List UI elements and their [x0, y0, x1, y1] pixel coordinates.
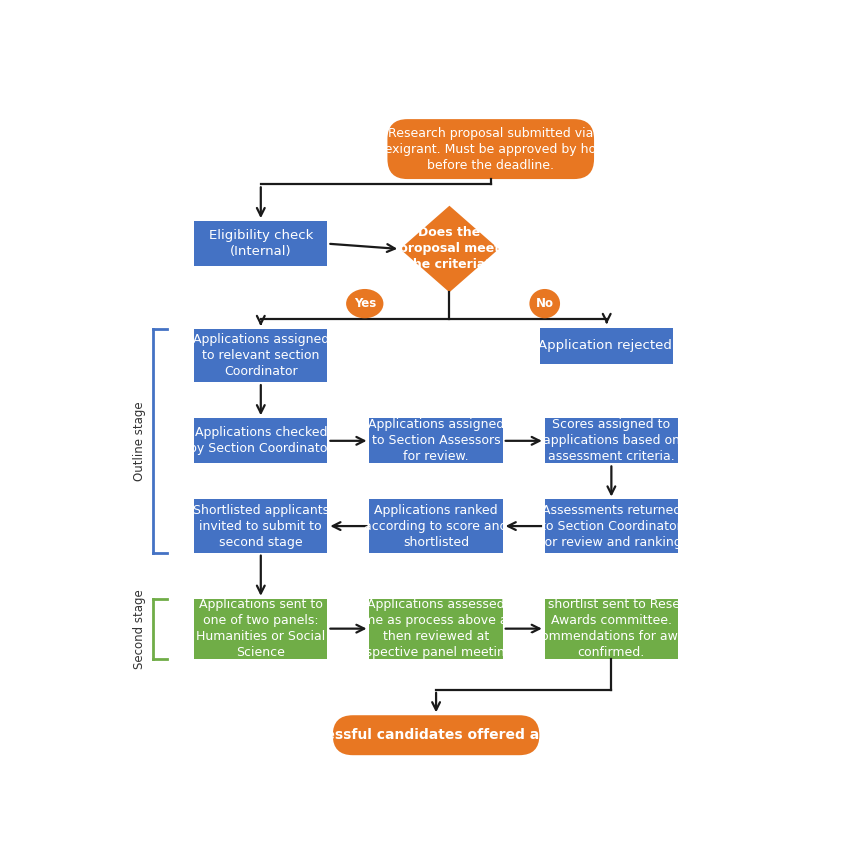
- Bar: [194, 418, 328, 464]
- Text: Final shortlist sent to Research
Awards committee.
Recommendations for awards
co: Final shortlist sent to Research Awards …: [515, 598, 708, 659]
- Text: Successful candidates offered award.: Successful candidates offered award.: [289, 728, 583, 742]
- Text: Scores assigned to
applications based on
assessment criteria.: Scores assigned to applications based on…: [543, 419, 680, 464]
- Text: Eligibility check
(Internal): Eligibility check (Internal): [209, 229, 313, 258]
- Text: Shortlisted applicants
invited to submit to
second stage: Shortlisted applicants invited to submit…: [193, 503, 329, 548]
- Text: Assessments returned
to Section Coordinator
for review and ranking: Assessments returned to Section Coordina…: [540, 503, 682, 548]
- Text: Applications sent to
one of two panels:
Humanities or Social
Science: Applications sent to one of two panels: …: [196, 598, 325, 659]
- FancyBboxPatch shape: [387, 119, 594, 179]
- Bar: [194, 329, 328, 382]
- Polygon shape: [400, 206, 499, 292]
- Text: Research proposal submitted via
Flexigrant. Must be approved by host
before the : Research proposal submitted via Flexigra…: [374, 126, 607, 171]
- Ellipse shape: [346, 289, 384, 318]
- Text: Applications assigned
to relevant section
Coordinator: Applications assigned to relevant sectio…: [193, 333, 329, 378]
- Bar: [370, 599, 503, 658]
- Text: Applications ranked
according to score and
shortlisted: Applications ranked according to score a…: [365, 503, 508, 548]
- Ellipse shape: [530, 289, 560, 318]
- Bar: [544, 418, 678, 464]
- Bar: [194, 599, 328, 658]
- Text: Application rejected.: Application rejected.: [538, 339, 676, 352]
- Bar: [370, 499, 503, 553]
- Text: Applications checked
by Section Coordinator: Applications checked by Section Coordina…: [189, 426, 333, 455]
- Text: Second stage: Second stage: [133, 589, 146, 669]
- Text: Applications assessed
same as process above and
then reviewed at
respective pane: Applications assessed same as process ab…: [349, 598, 524, 659]
- Bar: [544, 599, 678, 658]
- Text: Yes: Yes: [353, 297, 376, 311]
- Text: Applications assigned
to Section Assessors
for review.: Applications assigned to Section Assesso…: [368, 419, 504, 464]
- Bar: [544, 499, 678, 553]
- Bar: [370, 418, 503, 464]
- FancyBboxPatch shape: [333, 715, 539, 755]
- Text: No: No: [536, 297, 554, 311]
- Bar: [194, 221, 328, 266]
- Bar: [194, 499, 328, 553]
- Text: Outline stage: Outline stage: [133, 401, 146, 481]
- Bar: [540, 328, 673, 363]
- Text: Does the
proposal meet
the criteria?: Does the proposal meet the criteria?: [399, 227, 500, 272]
